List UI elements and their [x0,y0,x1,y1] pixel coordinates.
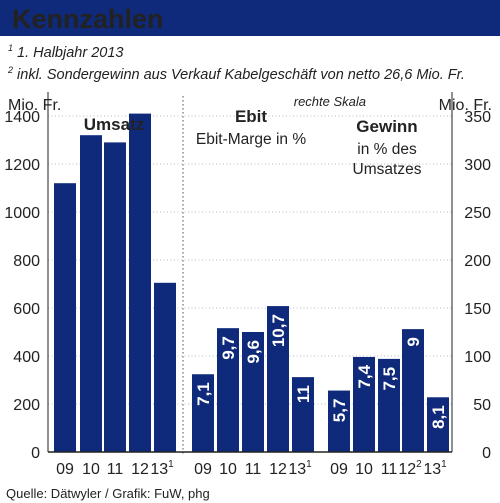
bar-umsatz-10 [80,135,102,452]
footnote-2: 2 inkl. Sondergewinn aus Verkauf Kabelge… [7,65,465,83]
group-subtitle: Umsatzes [353,161,422,178]
x-tick-label: 09 [330,461,348,478]
right-tick-label: 0 [482,445,491,462]
right-tick-label: 100 [464,349,491,366]
x-tick-label: 11 [381,461,398,478]
bar-value-label: 5,7 [330,399,349,423]
bar-umsatz-11 [104,142,126,452]
bar-ebit-11 [242,332,264,452]
x-tick-label: 12 [131,461,149,478]
bar-value-label: 9,7 [219,336,238,360]
x-tick-label: 09 [56,461,74,478]
bar-value-label: 8,1 [429,405,448,429]
left-tick-label: 1200 [4,157,40,174]
right-tick-label: 50 [473,397,491,414]
left-tick-label: 200 [13,397,40,414]
right-tick-label: 300 [464,157,491,174]
group-title: Ebit [235,107,267,126]
x-tick-label: 10 [355,461,373,478]
right-tick-label: 200 [464,253,491,270]
bars [54,113,449,452]
bar-gewinn-10 [353,356,375,452]
x-tick-label: 131 [288,459,312,478]
left-tick-label: 1400 [4,109,40,126]
left-tick-label: 1000 [4,205,40,222]
group-title: Umsatz [84,115,144,134]
title-bar [0,0,500,36]
right-axis-note: rechte Skala [294,94,366,109]
bar-umsatz-13 [154,282,176,452]
bar-gewinn-11 [378,358,400,452]
x-tick-label: 122 [398,459,422,478]
left-tick-label: 0 [31,445,40,462]
x-axis-labels: 09 10 11 12 131 09 10 11 12 131 09 10 11 122 131 [56,459,447,478]
x-tick-label: 11 [107,461,124,478]
x-tick-label: 131 [150,459,174,478]
group-subtitle: in % des [357,141,417,158]
x-tick-label: 10 [82,461,100,478]
source-note: Quelle: Dätwyler / Grafik: FuW, phg [6,486,210,501]
group-title: Gewinn [356,117,417,136]
footnote-1-text: 1. Halbjahr 2013 [17,45,123,61]
x-tick-label: 12 [269,461,287,478]
bar-value-label: 11 [294,385,313,403]
left-tick-label: 800 [13,253,40,270]
left-axis-ticks: 0 200 400 600 800 1000 1200 1400 [4,109,40,462]
bar-value-label: 9,6 [244,340,263,364]
bar-gewinn-13 [427,397,449,452]
right-tick-label: 350 [464,109,491,126]
bar-umsatz-12 [129,113,151,452]
bar-gewinn-09 [328,390,350,452]
right-tick-label: 250 [464,205,491,222]
x-tick-label: 09 [194,461,212,478]
footnote-2-text: inkl. Sondergewinn aus Verkauf Kabelgesc… [17,67,465,83]
bar-labels: 7,1 9,7 9,6 10,7 11 5,7 7,4 7,5 9 8,1 [194,314,448,429]
right-tick-label: 150 [464,301,491,318]
left-tick-label: 600 [13,301,40,318]
group-subtitle: Ebit-Marge in % [196,131,306,148]
x-tick-label: 10 [219,461,237,478]
bar-value-label: 9 [404,337,423,346]
chart-title: Kennzahlen [12,4,164,34]
bar-ebit-13 [292,377,314,452]
x-tick-label: 11 [245,461,262,478]
bar-value-label: 7,5 [380,367,399,391]
group-titles: Umsatz Ebit Ebit-Marge in % Gewinn in % des U… [84,107,422,178]
footnote-1: 1 1. Halbjahr 2013 [8,43,123,61]
left-tick-label: 400 [13,349,40,366]
bar-ebit-10 [217,328,239,452]
bar-value-label: 7,4 [355,364,374,388]
bar-value-label: 7,1 [194,382,213,406]
bar-gewinn-12 [402,329,424,452]
bar-ebit-09 [192,374,214,452]
footnote-2-mark: 2 [7,65,13,75]
footnote-1-mark: 1 [8,43,13,53]
bar-ebit-12 [267,306,289,452]
right-axis-ticks: 0 50 100 150 200 250 300 350 [464,109,491,462]
bar-value-label: 10,7 [269,314,288,347]
x-tick-label: 131 [423,459,447,478]
bar-umsatz-09 [54,183,76,452]
